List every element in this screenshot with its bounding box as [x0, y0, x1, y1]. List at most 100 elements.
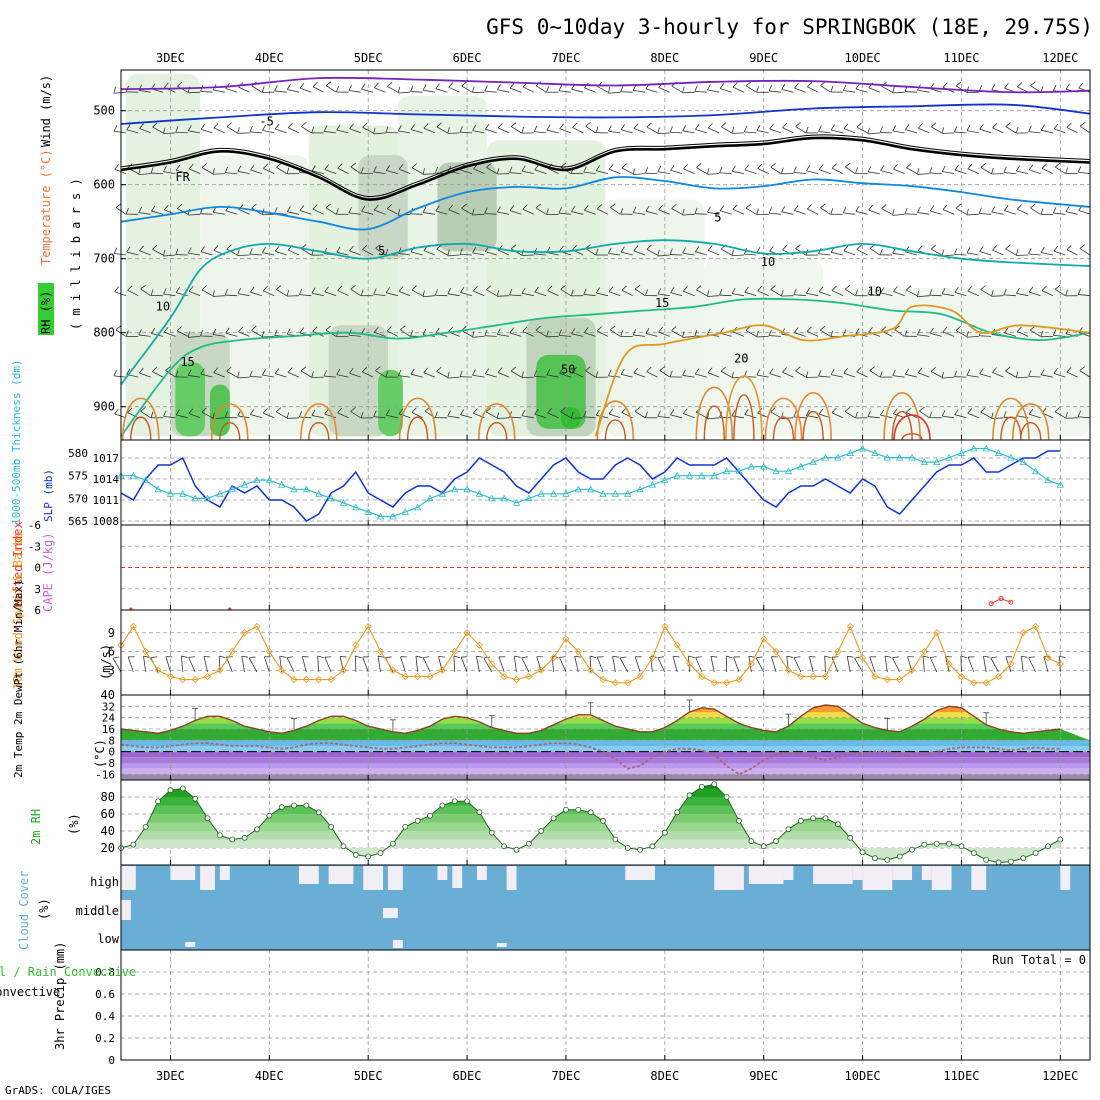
upper-wind-barb: [906, 167, 918, 174]
upper-wind-barb-flag: [559, 368, 564, 374]
upper-wind-barb-flag: [486, 285, 492, 290]
upper-wind-barb: [770, 166, 782, 174]
upper-wind-barb-flag: [707, 367, 713, 373]
upper-wind-barb: [509, 87, 522, 93]
upper-wind-barb-flag: [187, 369, 192, 376]
thickness-point: [549, 489, 558, 497]
wind-10m-barb: [181, 656, 184, 673]
upper-wind-barb-flag: [113, 247, 118, 254]
upper-wind-barb-flag: [496, 328, 501, 335]
upper-wind-barb-flag: [731, 287, 736, 294]
upper-wind-barb: [1078, 294, 1091, 297]
warm-loop-contour-inner: [1019, 422, 1042, 441]
upper-wind-barb-flag: [312, 326, 318, 332]
upper-wind-barb: [1053, 212, 1066, 215]
upper-wind-barb: [954, 253, 967, 256]
upper-wind-barb: [423, 212, 435, 215]
upper-wind-barb-flag: [472, 408, 478, 414]
wind-10m-barb-flag: [983, 655, 990, 658]
upper-wind-barb-flag: [820, 325, 826, 331]
upper-wind-barb: [583, 294, 596, 297]
upper-wind-barb: [919, 410, 930, 419]
rh-2m-point: [575, 806, 582, 813]
bottom-date-label: 12DEC: [1042, 1069, 1078, 1083]
upper-wind-barb: [585, 248, 596, 256]
upper-wind-barb: [1041, 374, 1053, 378]
upper-wind-barb: [856, 126, 868, 134]
upper-wind-barb-flag: [830, 368, 835, 375]
wind-speed-point: [574, 647, 582, 656]
upper-air-ylabel-wind: Wind (m/s): [39, 75, 53, 147]
wind-10m-barb: [203, 656, 208, 673]
upper-wind-barb-flag: [448, 326, 453, 333]
thickness-point: [871, 449, 879, 456]
upper-wind-barb-flag: [1053, 123, 1059, 130]
upper-wind-barb-flag: [1017, 82, 1023, 88]
upper-wind-barb: [348, 212, 361, 215]
upper-wind-barb-flag: [843, 123, 849, 129]
upper-wind-barb-flag: [175, 370, 179, 378]
rh-2m-point: [501, 843, 508, 850]
upper-wind-barb-flag: [941, 165, 946, 172]
upper-wind-barb-flag: [200, 246, 205, 252]
upper-wind-barb: [1005, 370, 1017, 378]
upper-wind-barb-flag: [608, 125, 612, 132]
upper-wind-barb: [225, 88, 238, 93]
contour-FR-double: [120, 134, 1091, 198]
wind-10m-barb-flag: [415, 655, 423, 658]
upper-wind-barb-flag: [213, 245, 219, 251]
upper-wind-barb-flag: [954, 164, 959, 171]
upper-wind-barb-flag: [237, 165, 242, 172]
wind-speed-point: [920, 647, 928, 656]
upper-wind-barb: [820, 329, 831, 337]
upper-wind-barb: [855, 211, 868, 215]
upper-wind-barb: [1003, 172, 1016, 174]
wind-speed-point: [414, 672, 422, 681]
upper-wind-barb-flag: [350, 284, 356, 290]
upper-wind-barb-flag: [139, 367, 144, 374]
upper-wind-barb-flag: [621, 285, 627, 291]
upper-wind-barb: [608, 91, 621, 94]
upper-wind-barb-flag: [139, 245, 144, 251]
upper-wind-barb-flag: [794, 205, 799, 211]
wind-10m-barb-flag: [793, 656, 801, 658]
upper-wind-barb-flag: [793, 327, 799, 333]
upper-wind-barb: [225, 210, 238, 215]
upper-wind-barb: [423, 372, 436, 378]
upper-wind-barb: [806, 292, 819, 297]
upper-wind-barb: [818, 253, 831, 256]
temperature-tick-label: 16: [102, 723, 115, 736]
upper-wind-barb-flag: [387, 81, 393, 87]
upper-wind-barb-flag: [780, 167, 784, 174]
upper-wind-barb: [410, 91, 423, 93]
upper-wind-barb-flag: [509, 166, 513, 173]
upper-wind-barb: [795, 126, 806, 134]
upper-wind-barb: [422, 295, 435, 298]
wind-speed-point: [945, 660, 953, 668]
upper-wind-barb-flag: [411, 407, 417, 413]
upper-wind-barb-flag: [484, 329, 488, 336]
upper-wind-barb-flag: [140, 284, 146, 290]
upper-wind-barb-flag: [375, 244, 381, 249]
upper-wind-barb: [719, 172, 732, 174]
upper-wind-barb: [1030, 207, 1041, 215]
upper-wind-barb-flag: [744, 409, 749, 415]
rh-2m-point: [946, 840, 952, 847]
top-date-label: 3DEC: [156, 51, 185, 65]
upper-wind-barb: [830, 374, 843, 378]
wind-10m-barb-flag: [112, 656, 120, 659]
upper-wind-barb-flag: [496, 206, 501, 213]
lifted-index-tick-label: -6: [28, 519, 41, 532]
upper-wind-barb: [917, 295, 930, 298]
upper-wind-barb-flag: [311, 165, 316, 172]
rh-2m-point: [637, 846, 644, 853]
rh-2m-point: [377, 850, 384, 856]
top-date-label: 5DEC: [354, 51, 383, 65]
upper-wind-barb: [274, 90, 287, 93]
upper-wind-barb: [831, 167, 843, 174]
upper-wind-barb: [1017, 331, 1029, 337]
thickness-point: [154, 485, 162, 493]
upper-wind-barb-flag: [1015, 126, 1019, 134]
upper-wind-barb-flag: [224, 411, 228, 418]
upper-wind-barb: [807, 330, 819, 337]
